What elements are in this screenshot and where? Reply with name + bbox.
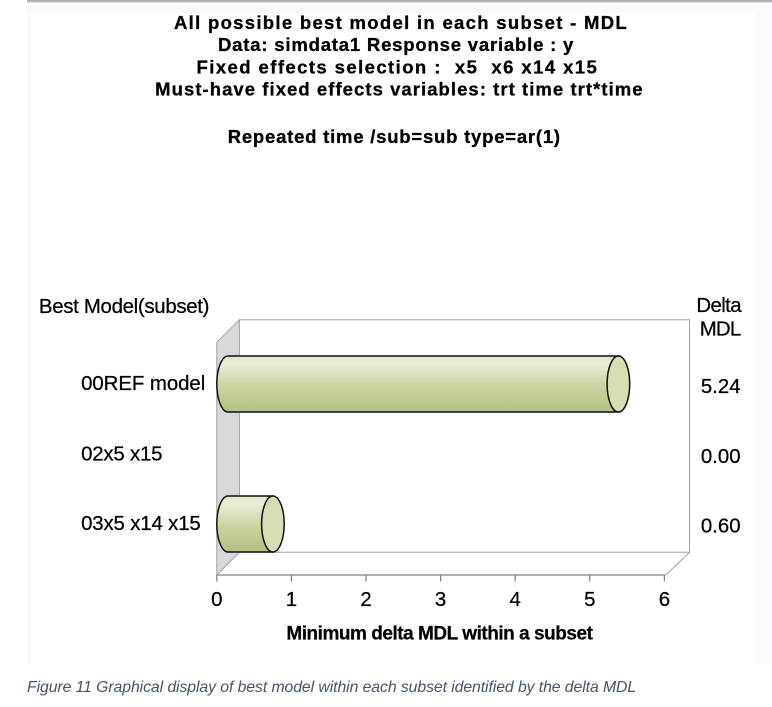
svg-text:Best Model(subset): Best Model(subset) <box>39 296 209 318</box>
svg-text:6: 6 <box>659 589 670 611</box>
svg-text:5.24: 5.24 <box>701 376 741 398</box>
svg-text:5: 5 <box>584 589 595 611</box>
svg-text:03x5 x14 x15: 03x5 x14 x15 <box>81 513 201 535</box>
svg-text:2: 2 <box>360 589 371 611</box>
svg-text:1: 1 <box>286 589 297 611</box>
svg-text:02x5 x15: 02x5 x15 <box>81 444 162 466</box>
svg-text:Must-have fixed effects variab: Must-have fixed effects variables: trt t… <box>155 79 643 100</box>
svg-text:Data: simdata1 Response variab: Data: simdata1 Response variable : y <box>218 34 574 55</box>
svg-text:Delta: Delta <box>696 295 742 317</box>
svg-text:Fixed effects selection : x5: Fixed effects selection : x5 x6 x14 x15 <box>197 56 599 77</box>
svg-text:3: 3 <box>435 589 446 611</box>
svg-text:0.00: 0.00 <box>701 446 741 468</box>
svg-text:All possible best model in eac: All possible best model in each subset -… <box>174 13 628 33</box>
svg-text:Repeated time /sub=sub type=ar: Repeated time /sub=sub type=ar(1) <box>228 126 561 147</box>
svg-text:4: 4 <box>510 589 521 611</box>
svg-text:0: 0 <box>211 589 222 611</box>
svg-text:MDL: MDL <box>700 318 741 340</box>
svg-text:0.60: 0.60 <box>701 515 741 537</box>
svg-text:00REF model: 00REF model <box>81 373 205 395</box>
svg-text:Minimum delta MDL within a sub: Minimum delta MDL within a subset <box>286 624 593 645</box>
